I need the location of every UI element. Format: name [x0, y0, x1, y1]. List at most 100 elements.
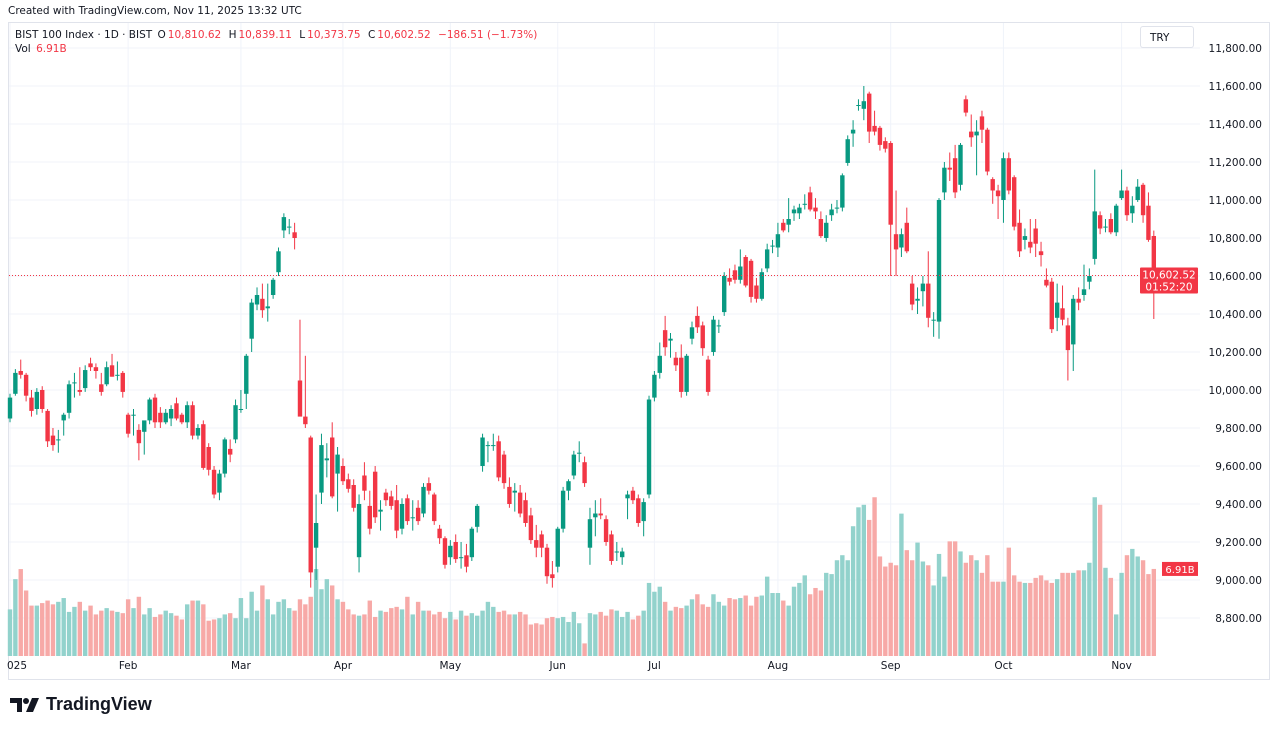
candle-body	[88, 363, 93, 368]
grid	[9, 23, 1200, 656]
candle-body	[222, 439, 227, 474]
candle-body	[136, 429, 142, 444]
candle	[211, 466, 217, 499]
volume-bar	[195, 600, 201, 656]
candle-body	[453, 542, 458, 560]
volume-bar	[281, 599, 287, 656]
volume-bar	[104, 608, 109, 656]
candle	[947, 152, 952, 181]
candle	[775, 222, 781, 257]
volume-bar	[254, 610, 260, 656]
candle-body	[335, 454, 340, 474]
candle-body	[254, 295, 260, 305]
candle-body	[657, 355, 662, 373]
candle	[732, 264, 738, 284]
volume-bar	[544, 618, 550, 656]
candle	[496, 435, 501, 482]
volume-bar	[378, 610, 383, 656]
candle-body	[66, 384, 72, 413]
brand-name: TradingView	[46, 694, 152, 714]
volume-bar	[163, 610, 168, 656]
candle-body	[614, 551, 620, 553]
candle	[88, 357, 93, 371]
candle-body	[834, 207, 840, 209]
candle-body	[775, 234, 781, 248]
volume-bar	[641, 610, 646, 656]
candle	[179, 412, 185, 425]
candle	[636, 494, 641, 527]
volume-bar	[496, 611, 501, 656]
candle	[614, 542, 620, 561]
candle-body	[442, 538, 448, 565]
candle	[244, 353, 249, 409]
volume-bar	[775, 593, 781, 656]
candle-body	[582, 462, 587, 484]
volume-bar	[700, 604, 705, 656]
x-tick-label: Jun	[549, 660, 566, 672]
y-tick-label: 11,800.00	[1209, 43, 1262, 55]
x-tick-label: Jul	[647, 660, 661, 672]
candle-body	[120, 372, 125, 392]
candle-body	[458, 557, 464, 559]
candle	[1092, 169, 1097, 265]
volume-bar	[201, 604, 206, 656]
candle-body	[1140, 184, 1146, 216]
candle-body	[77, 390, 83, 392]
candle-body	[732, 270, 738, 280]
candle	[313, 494, 319, 580]
volume-bar	[1038, 575, 1044, 656]
volume-bar	[432, 614, 437, 656]
candle-body	[1065, 325, 1071, 351]
candle-body	[13, 372, 18, 394]
candle	[995, 184, 1001, 219]
candle	[23, 372, 29, 402]
candle-body	[464, 555, 469, 567]
candle	[115, 361, 120, 381]
candle	[625, 490, 630, 520]
volume-bar	[963, 562, 969, 656]
candle	[566, 479, 571, 501]
volume-bar	[362, 614, 367, 656]
candle-body	[432, 494, 437, 522]
candle-body	[754, 285, 759, 299]
candle-body	[695, 315, 700, 328]
candle	[877, 125, 883, 151]
volume-bar	[297, 599, 303, 656]
candle	[206, 443, 211, 476]
candle	[18, 359, 23, 379]
candle-body	[23, 374, 29, 396]
symbol-title[interactable]: BIST 100 Index · 1D · BIST	[15, 29, 153, 41]
currency-button[interactable]: TRY	[1140, 26, 1194, 48]
candle-body	[958, 144, 963, 185]
volume-bar	[577, 623, 582, 656]
candle	[748, 258, 754, 303]
volume-bar	[174, 615, 179, 656]
volume-bar	[888, 562, 893, 656]
volume-bar	[405, 596, 410, 656]
candle-body	[727, 277, 732, 282]
candle-body	[1092, 211, 1097, 259]
volume-bar	[185, 604, 190, 656]
volume-bar	[238, 598, 244, 656]
candle	[883, 137, 888, 153]
volume-bar	[673, 606, 679, 656]
low-label: L	[299, 29, 306, 41]
y-tick-label: 9,400.00	[1215, 499, 1262, 511]
volume-bar	[834, 560, 840, 656]
candle	[577, 441, 582, 463]
candle	[797, 203, 802, 219]
volume-bar	[571, 611, 577, 656]
candle	[759, 268, 764, 301]
candle-body	[566, 481, 571, 491]
volume-bar	[372, 616, 378, 656]
x-tick-label: Aug	[768, 660, 789, 672]
candle-body	[915, 298, 920, 301]
volume-bar	[222, 614, 227, 656]
candle-body	[125, 414, 131, 434]
volume-bar	[1006, 547, 1012, 656]
candle-body	[555, 528, 560, 567]
candle-body	[50, 435, 56, 446]
volume-bar	[442, 618, 448, 656]
